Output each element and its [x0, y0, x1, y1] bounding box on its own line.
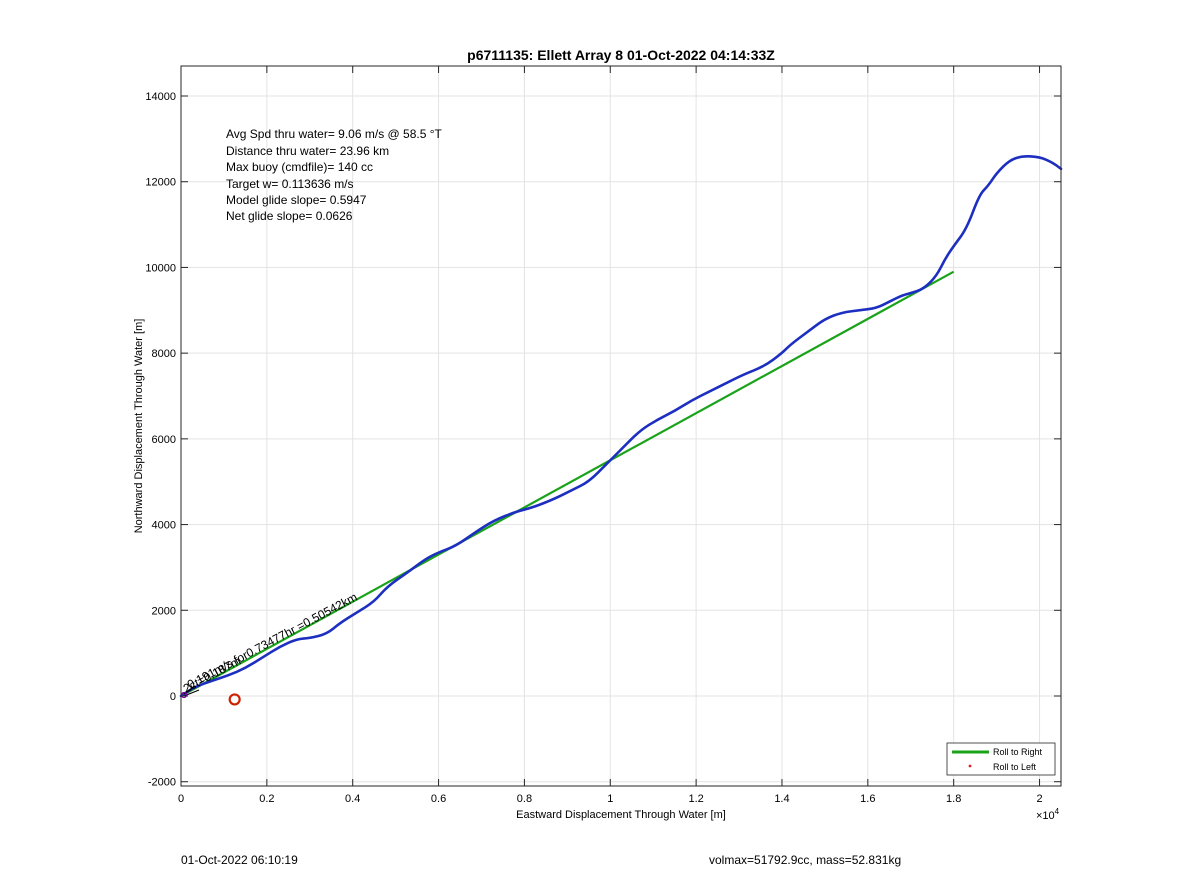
- stats-line-target-w: Target w= 0.113636 m/s: [226, 177, 354, 191]
- legend-label-roll-left: Roll to Left: [993, 762, 1037, 772]
- x-tick-label: 1.6: [860, 793, 875, 805]
- stats-line-model-glide: Model glide slope= 0.5947: [226, 193, 367, 207]
- start-marker: [228, 693, 241, 706]
- y-tick-label: 8000: [152, 348, 176, 360]
- chart-title: p6711135: Ellett Array 8 01-Oct-2022 04:…: [467, 47, 775, 63]
- ticks: 0 0.2 0.4 0.6 0.8 1 1.2 1.4 1.6 1.8 2-200002000400…: [145, 66, 1061, 805]
- y-tick-label: -2000: [148, 777, 176, 789]
- series-roll-to-right: [180, 270, 955, 697]
- plot-frame: [180, 65, 1062, 787]
- stats-line-net-glide: Net glide slope= 0.0626: [226, 209, 353, 223]
- stats-line-max-buoy: Max buoy (cmdfile)= 140 cc: [226, 160, 373, 174]
- y-tick-label: 2000: [152, 605, 176, 617]
- legend-swatch-roll-left: [968, 764, 972, 768]
- y-tick-label: 10000: [145, 262, 176, 274]
- grid: [180, 66, 1061, 786]
- y-tick-label: 12000: [145, 177, 176, 189]
- x-tick-label: 1: [607, 793, 613, 805]
- x-tick-label: 2: [1036, 793, 1042, 805]
- legend-label-roll-right: Roll to Right: [993, 747, 1043, 757]
- legend: Roll to Right Roll to Left: [946, 742, 1056, 776]
- series-layer: [179, 155, 1063, 706]
- stats-line-speed: Avg Spd thru water= 9.06 m/s @ 58.5 °T: [226, 127, 443, 141]
- x-axis-label: Eastward Displacement Through Water [m]: [516, 809, 726, 821]
- y-tick-label: 4000: [152, 520, 176, 532]
- footer-timestamp: 01-Oct-2022 06:10:19: [181, 853, 298, 867]
- x-tick-label: 0.4: [345, 793, 360, 805]
- legend-box: [946, 742, 1056, 776]
- y-axis-label: Northward Displacement Through Water [m]: [133, 319, 145, 534]
- x-tick-label: 0: [178, 793, 184, 805]
- x-tick-label: 0.2: [259, 793, 274, 805]
- y-tick-label: 0: [170, 691, 176, 703]
- plot-background: [181, 66, 1061, 786]
- x-tick-label: 1.4: [774, 793, 789, 805]
- x-tick-label: 1.2: [688, 793, 703, 805]
- x-tick-label: 0.8: [517, 793, 532, 805]
- y-tick-label: 14000: [145, 91, 176, 103]
- x-exponent-label: ×104: [1036, 807, 1060, 822]
- y-tick-label: 6000: [152, 434, 176, 446]
- footer-volmax-mass: volmax=51792.9cc, mass=52.831kg: [709, 853, 902, 867]
- stats-annotation: Avg Spd thru water= 9.06 m/s @ 58.5 °T D…: [226, 127, 443, 223]
- x-tick-label: 0.6: [431, 793, 446, 805]
- series-glider-track: [179, 155, 1063, 698]
- stats-line-distance: Distance thru water= 23.96 km: [226, 144, 389, 158]
- x-tick-label: 1.8: [946, 793, 961, 805]
